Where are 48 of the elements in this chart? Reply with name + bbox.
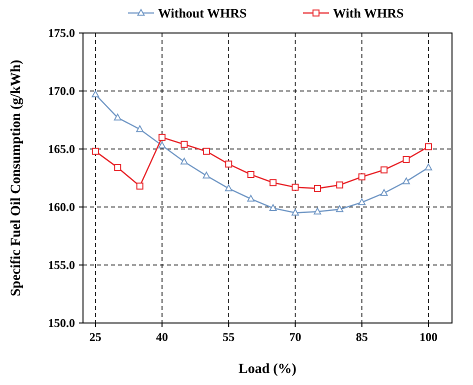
y-tick-label: 165.0 <box>48 142 75 156</box>
point <box>269 204 277 211</box>
point <box>380 189 388 196</box>
point <box>402 177 410 184</box>
y-tick-label: 170.0 <box>48 84 75 98</box>
point <box>247 171 254 178</box>
x-axis-title: Load (%) <box>238 362 297 377</box>
y-axis-title: Specific Fuel Oil Consumption (g/kWh) <box>9 59 24 296</box>
point <box>314 184 321 192</box>
point <box>114 164 122 172</box>
x-tick-label: 25 <box>89 330 102 344</box>
point <box>358 198 366 206</box>
point <box>92 148 99 155</box>
y-tick-label: 155.0 <box>48 258 75 272</box>
point <box>336 205 344 212</box>
y-tick-label: 160.0 <box>48 200 75 214</box>
point <box>424 164 432 170</box>
point <box>92 90 100 98</box>
point <box>314 208 322 214</box>
point <box>136 125 144 132</box>
x-tick-label: 70 <box>289 330 302 344</box>
x-tick-label: 40 <box>156 330 168 344</box>
point <box>424 143 432 150</box>
point <box>336 181 344 188</box>
point <box>380 166 388 174</box>
y-tick-label: 175.0 <box>48 26 75 40</box>
x-tick-label: 85 <box>356 330 368 344</box>
point <box>180 140 188 148</box>
legend-label: Without WHRS <box>158 6 247 20</box>
point <box>247 194 255 202</box>
point <box>358 173 366 180</box>
point <box>158 142 166 148</box>
point <box>402 156 410 163</box>
point <box>292 184 299 191</box>
point <box>114 114 122 120</box>
point <box>292 208 299 216</box>
point <box>202 148 210 155</box>
point <box>202 172 210 178</box>
y-tick-label: 150.0 <box>48 316 75 330</box>
point <box>224 184 232 192</box>
legend-label: With WHRS <box>333 6 404 20</box>
point <box>136 182 144 190</box>
point <box>158 134 166 141</box>
point <box>270 179 277 186</box>
point <box>225 160 232 168</box>
point <box>180 158 188 165</box>
x-tick-label: 100 <box>419 330 438 344</box>
x-tick-label: 55 <box>222 330 235 344</box>
